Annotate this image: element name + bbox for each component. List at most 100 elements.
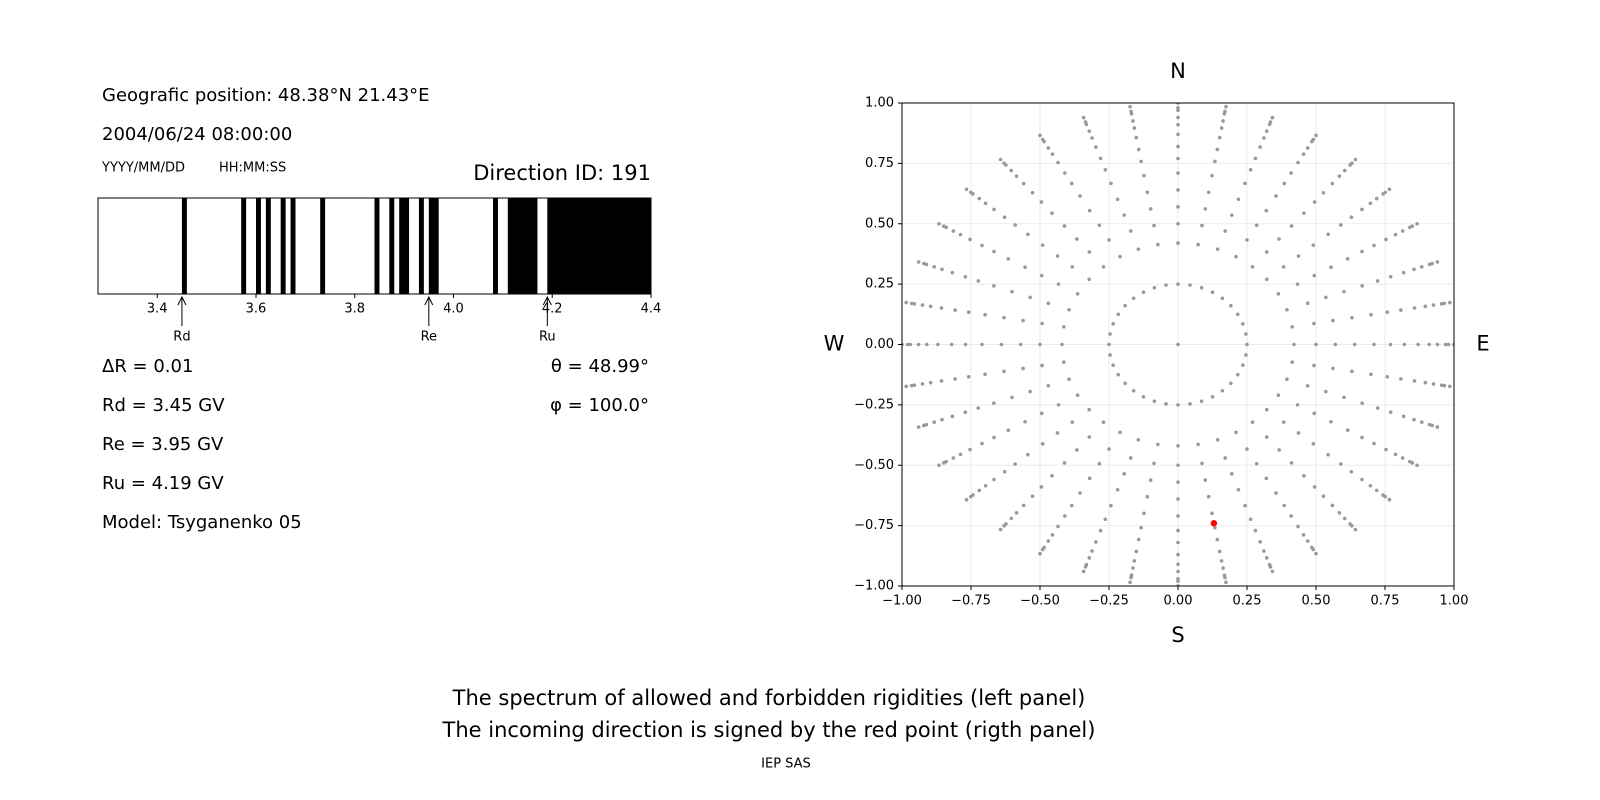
direction-point [1368,483,1373,488]
direction-point [1142,173,1146,178]
direction-point [932,420,937,424]
direction-point [1360,401,1364,405]
direction-point [976,279,981,283]
direction-point [1292,342,1296,347]
direction-point [1081,115,1086,120]
direction-point [980,243,984,248]
direction-point [1021,318,1025,323]
direction-point [1337,174,1342,178]
direction-point [1274,194,1278,198]
direction-point [1270,569,1275,574]
direction-point [1087,476,1092,481]
x-tick-label: 0.50 [1302,594,1331,609]
direction-point [1063,514,1067,518]
direction-point [1312,411,1317,416]
direction-point [1264,250,1269,254]
direction-point [963,274,968,279]
direction-point [964,497,969,502]
direction-point [1039,200,1044,204]
direction-point [1213,525,1217,530]
forbidden-band [547,198,651,294]
direction-point [1206,494,1211,499]
direction-point [1277,237,1281,241]
direction-point [1152,399,1157,404]
caption: The incoming direction is signed by the … [442,718,1096,742]
direction-point [909,301,914,306]
direction-point [1412,379,1417,383]
direction-point [1384,447,1388,452]
direction-point [1219,126,1224,130]
direction-point [1156,242,1160,247]
direction-point [1128,580,1132,585]
direction-point [1399,377,1403,381]
direction-point [950,270,955,275]
direction-point [992,249,996,254]
direction-point [1388,274,1393,279]
direction-point [1270,115,1275,120]
direction-point [1196,442,1200,447]
direction-point [1360,249,1364,254]
direction-point [1235,312,1240,317]
direction-point [1176,480,1180,484]
direction-point [1213,159,1217,164]
direction-point [1132,126,1137,130]
direction-point [1350,315,1354,320]
direction-point [1285,377,1289,381]
direction-point [912,383,917,387]
direction-point [1258,540,1262,544]
direction-point [1435,342,1440,347]
direction-point [1254,223,1259,228]
direction-point [1302,474,1306,478]
direction-point [1188,402,1192,406]
direction-point [939,379,944,383]
direction-point [1264,277,1269,282]
direction-point [1062,461,1067,465]
direction-point [1056,160,1060,165]
direction-point [1018,342,1023,347]
direction-point [1427,342,1431,347]
parameter: Rd = 3.45 GV [102,395,225,416]
point-layer [902,103,1454,586]
direction-point [977,488,982,493]
direction-point [1248,517,1253,522]
direction-point [1050,474,1054,478]
direction-point [968,447,972,452]
direction-point [1215,537,1220,542]
direction-point [1289,514,1293,518]
direction-point [1002,161,1006,166]
direction-point [1129,575,1133,580]
direction-point [1353,157,1358,162]
direction-point [904,384,908,389]
direction-point [1372,441,1376,446]
direction-point [1345,256,1350,261]
direction-point [1374,488,1379,493]
direction-point [1087,556,1092,560]
direction-point [1021,181,1026,186]
direction-point [1002,469,1007,474]
marker-arrow [542,295,552,326]
direction-point [916,425,921,429]
direction-point [1142,511,1146,516]
direction-point [1050,211,1054,215]
direction-point [1311,442,1316,446]
direction-point [1443,342,1448,347]
direction-point [936,342,940,347]
forbidden-band [428,198,439,294]
direction-point [1062,325,1066,329]
direction-point [1107,238,1111,242]
forbidden-band [418,198,424,294]
direction-point [1276,393,1281,398]
x-tick-label: 4.2 [542,302,563,317]
map-frame [901,102,1455,587]
parameter: Re = 3.95 GV [102,434,224,455]
direction-point [1430,423,1434,428]
direction-point [1400,456,1405,460]
direction-point [1439,302,1444,306]
direction-point [1067,308,1071,312]
direction-point [1305,301,1310,306]
direction-point [983,372,987,377]
parameter: ΔR = 0.01 [102,356,193,377]
direction-point [1131,119,1135,123]
direction-point [1345,428,1350,433]
